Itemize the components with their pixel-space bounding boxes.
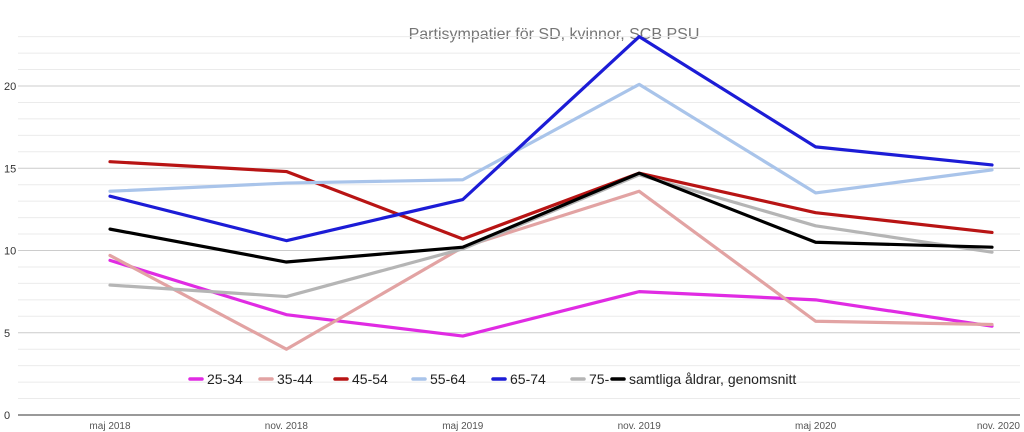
y-tick-label: 20: [4, 81, 16, 93]
x-tick-label: maj 2019: [442, 421, 484, 432]
y-tick-label: 10: [4, 246, 16, 258]
chart-title: Partisympatier för SD, kvinnor, SCB PSU: [409, 26, 700, 43]
gridlines: [18, 36, 1020, 416]
legend-label: 35-44: [277, 371, 313, 387]
series-line-55-64: [108, 82, 994, 195]
legend-label: 25-34: [207, 371, 243, 387]
series-line-samtliga-ldrar-genomsnitt: [108, 171, 994, 264]
x-tick-label: nov. 2019: [618, 421, 662, 432]
legend-label: 75-: [589, 371, 610, 387]
legend-label: 55-64: [430, 371, 466, 387]
legend-label: samtliga åldrar, genomsnitt: [629, 371, 796, 387]
series-line-75-: [108, 173, 994, 299]
series-line-25-34: [108, 258, 994, 338]
x-tick-label: maj 2018: [89, 421, 131, 432]
y-axis-ticks: 0 5 10 15 20: [4, 81, 16, 422]
series-line-45-54: [108, 160, 994, 241]
x-tick-label: maj 2020: [795, 421, 837, 432]
series-line-35-44: [108, 189, 994, 351]
series-line-65-74: [108, 35, 994, 243]
y-tick-label: 15: [4, 163, 16, 175]
legend-label: 65-74: [510, 371, 546, 387]
x-axis-ticks: maj 2018 nov. 2018 maj 2019 nov. 2019 maj 20…: [89, 421, 1020, 432]
legend: 25-34 35-44 45-54 55-64 65-74 75- samtliga åld…: [188, 371, 796, 387]
x-tick-label: nov. 2020: [977, 421, 1021, 432]
y-tick-label: 5: [4, 328, 10, 340]
y-tick-label: 0: [4, 410, 10, 422]
series-lines: [108, 35, 994, 351]
x-tick-label: nov. 2018: [265, 421, 309, 432]
legend-label: 45-54: [352, 371, 388, 387]
